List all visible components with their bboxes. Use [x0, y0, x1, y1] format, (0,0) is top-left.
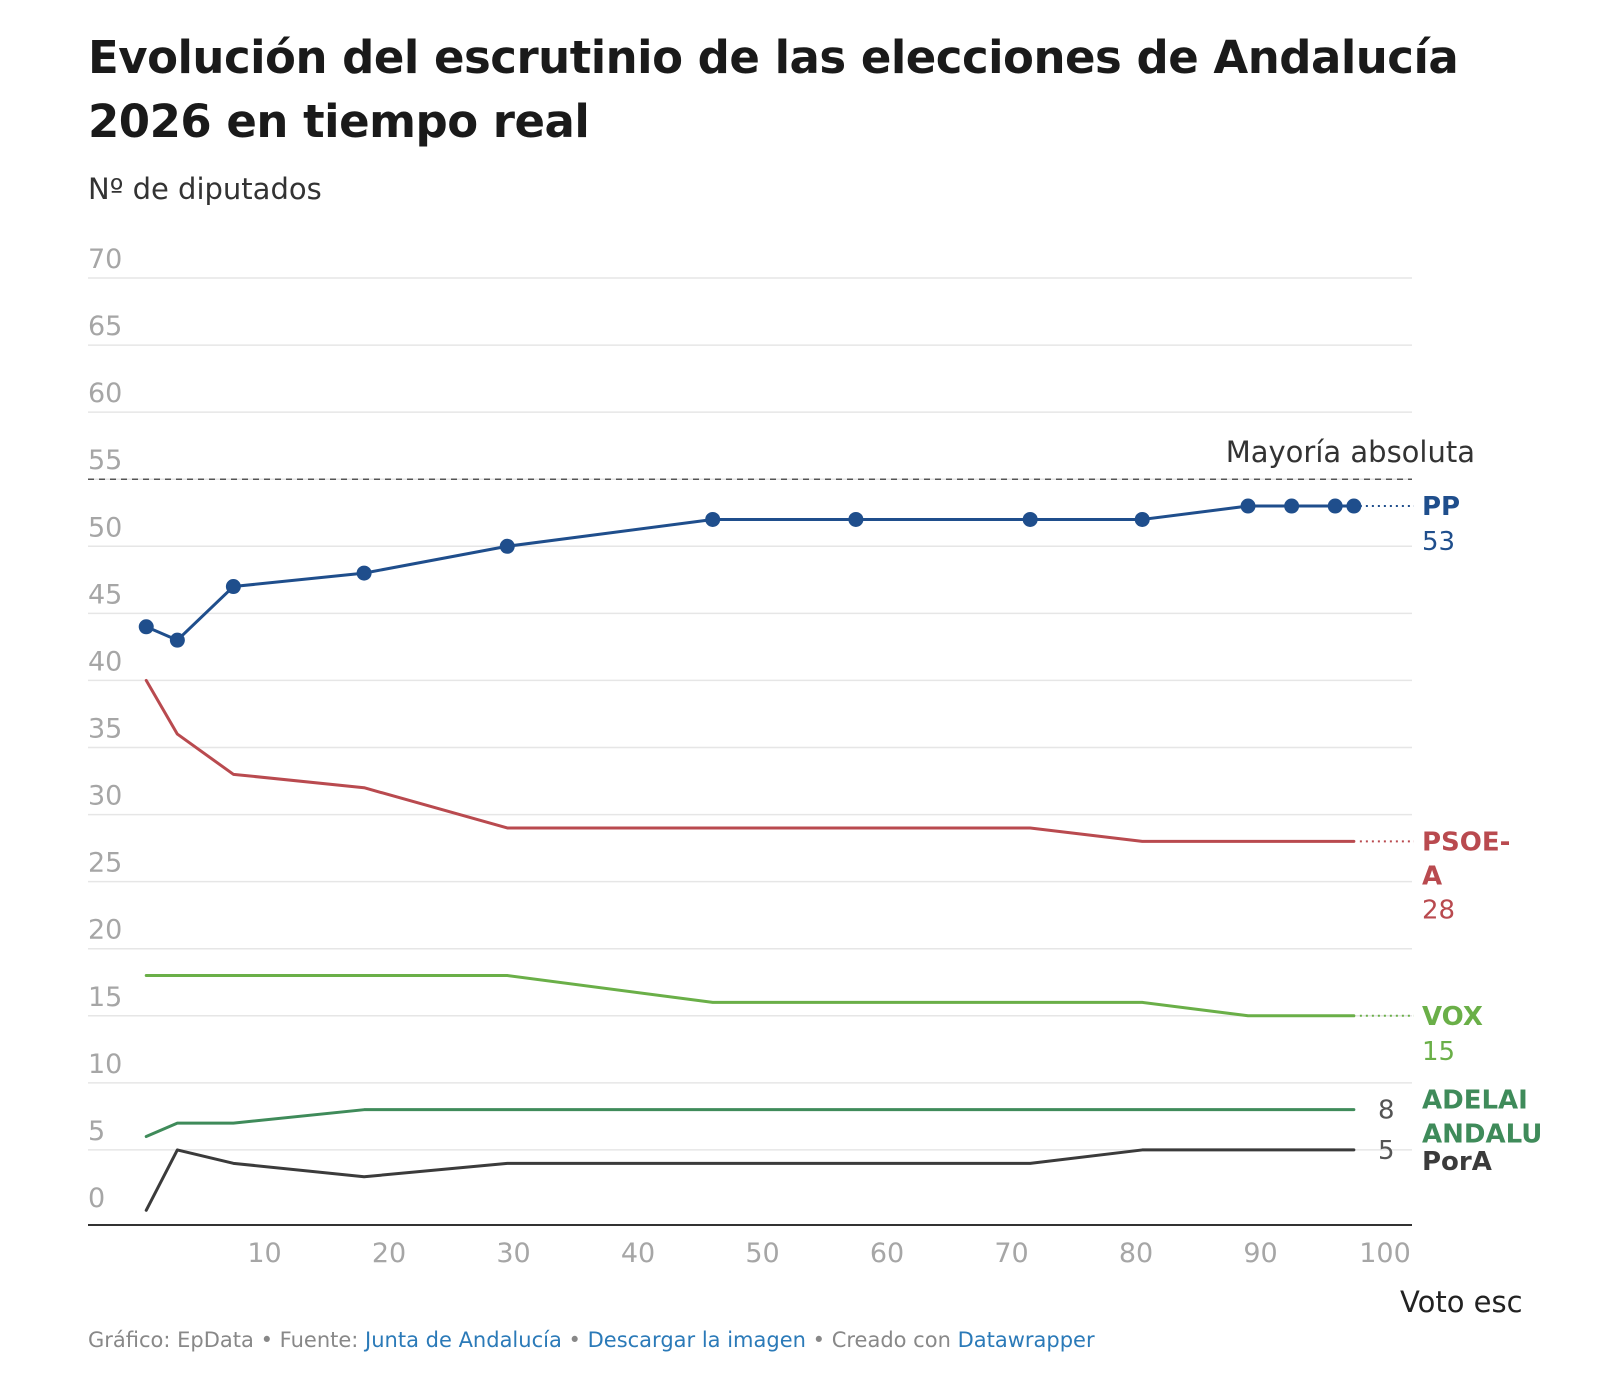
- x-tick-label: 90: [1243, 1238, 1277, 1269]
- x-tick-label: 60: [870, 1238, 904, 1269]
- footer-created-link[interactable]: Datawrapper: [957, 1328, 1095, 1352]
- y-axis-ticks: 0 5 10 15 20 25 30 35 40 45 50 55 60 65 70: [88, 244, 122, 1214]
- series-label-pp: PP: [1422, 492, 1460, 522]
- majority-label: Mayoría absoluta: [1226, 435, 1475, 469]
- x-tick-label: 20: [372, 1238, 406, 1269]
- footer-download-link[interactable]: Descargar la imagen: [587, 1328, 806, 1352]
- data-point: [1327, 498, 1343, 514]
- x-tick-label: 70: [994, 1238, 1028, 1269]
- data-point: [1346, 498, 1362, 514]
- series-value-adelante: 8: [1378, 1096, 1395, 1126]
- footer-source-link[interactable]: Junta de Andalucía: [365, 1328, 562, 1352]
- footer-chart-by: Gráfico: EpData: [88, 1328, 254, 1352]
- y-tick-label: 30: [88, 781, 122, 812]
- series-line-psoe-a: [144, 678, 1356, 843]
- y-tick-label: 60: [88, 378, 122, 409]
- series-line-pp: [144, 504, 1356, 642]
- footer-separator: •: [568, 1328, 581, 1352]
- data-point: [356, 565, 372, 581]
- series-value-psoe: 28: [1422, 895, 1455, 925]
- y-tick-label: 15: [88, 982, 122, 1013]
- y-tick-label: 70: [88, 244, 122, 275]
- gridlines: [88, 277, 1412, 1226]
- y-tick-label: 50: [88, 512, 122, 543]
- footer-created-prefix: Creado con: [831, 1328, 951, 1352]
- x-tick-label: 30: [496, 1238, 530, 1269]
- x-axis-ticks: 10 20 30 40 50 60 70 80 90 100: [247, 1238, 1410, 1269]
- y-axis-label: Nº de diputados: [88, 172, 322, 206]
- series-label-psoe: PSOE-: [1422, 827, 1510, 857]
- majority-line: Mayoría absoluta: [88, 435, 1475, 480]
- series-line-adelai-andalu: [144, 1108, 1356, 1139]
- series-value-pora: 5: [1378, 1136, 1395, 1166]
- y-tick-label: 65: [88, 311, 122, 342]
- y-tick-label: 25: [88, 848, 122, 879]
- data-point: [1134, 511, 1150, 527]
- x-tick-label: 10: [247, 1238, 281, 1269]
- y-tick-label: 35: [88, 714, 122, 745]
- series-label-psoe: A: [1422, 861, 1442, 891]
- series-lines: [138, 498, 1362, 1212]
- x-tick-label: 100: [1359, 1238, 1411, 1269]
- data-point: [138, 619, 154, 635]
- data-point: [1240, 498, 1256, 514]
- x-tick-label: 50: [745, 1238, 779, 1269]
- y-tick-label: 20: [88, 915, 122, 946]
- footer-separator: •: [260, 1328, 273, 1352]
- data-point: [169, 632, 185, 648]
- footer-separator: •: [812, 1328, 826, 1352]
- series-value-vox: 15: [1422, 1037, 1455, 1067]
- series-label-pora: PorA: [1422, 1147, 1492, 1177]
- x-tick-label: 40: [621, 1238, 655, 1269]
- series-label-adelante: ADELAI: [1422, 1086, 1528, 1116]
- data-point: [848, 511, 864, 527]
- data-point: [705, 511, 721, 527]
- x-axis-label: Voto esc: [1400, 1285, 1523, 1319]
- series-line-pora: [144, 1148, 1356, 1212]
- y-tick-label: 55: [88, 445, 122, 476]
- data-point: [225, 579, 241, 595]
- footer-source-prefix: Fuente:: [279, 1328, 359, 1352]
- series-labels: PP 53 PSOE- A 28 VOX 15 8 ADELAI ANDALU 5 PorA: [1359, 492, 1542, 1177]
- data-point: [1284, 498, 1300, 514]
- series-label-vox: VOX: [1422, 1002, 1483, 1032]
- data-point: [1022, 511, 1038, 527]
- y-tick-label: 5: [88, 1116, 105, 1147]
- line-chart: 0 5 10 15 20 25 30 35 40 45 50 55 60 65 70 10 20 30 40 50 6…: [88, 244, 1542, 1319]
- series-label-adelante: ANDALU: [1422, 1120, 1542, 1150]
- series-line-vox: [144, 974, 1356, 1018]
- y-tick-label: 45: [88, 579, 122, 610]
- x-tick-label: 80: [1119, 1238, 1153, 1269]
- series-value-pp: 53: [1422, 527, 1455, 557]
- y-tick-label: 10: [88, 1049, 122, 1080]
- data-point: [499, 538, 515, 554]
- chart-title: Evolución del escrutinio de las eleccion…: [88, 31, 1459, 148]
- y-tick-label: 40: [88, 646, 122, 677]
- chart-footer: Gráfico: EpData • Fuente: Junta de Andal…: [88, 1328, 1095, 1352]
- y-tick-label: 0: [88, 1183, 105, 1214]
